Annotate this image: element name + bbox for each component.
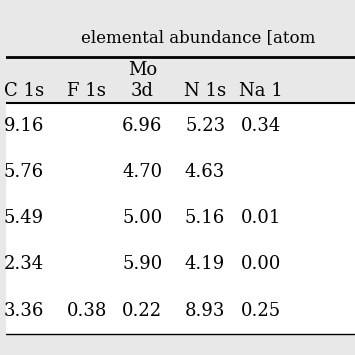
Text: 0.34: 0.34: [241, 117, 281, 135]
Text: 3.36: 3.36: [4, 302, 44, 320]
Text: C 1s: C 1s: [4, 82, 44, 100]
Text: 0.25: 0.25: [241, 302, 281, 320]
Text: 0.22: 0.22: [122, 302, 163, 320]
Text: 5.00: 5.00: [122, 209, 163, 227]
FancyBboxPatch shape: [6, 21, 355, 57]
FancyBboxPatch shape: [6, 57, 355, 103]
Text: 0.38: 0.38: [66, 302, 107, 320]
FancyBboxPatch shape: [6, 241, 355, 288]
Text: 3d: 3d: [131, 82, 154, 100]
Text: 5.23: 5.23: [185, 117, 225, 135]
FancyBboxPatch shape: [6, 103, 355, 149]
Text: 4.19: 4.19: [185, 256, 225, 273]
Text: 6.96: 6.96: [122, 117, 163, 135]
FancyBboxPatch shape: [6, 288, 355, 334]
FancyBboxPatch shape: [6, 21, 355, 334]
Text: 9.16: 9.16: [4, 117, 44, 135]
Text: N 1s: N 1s: [184, 82, 226, 100]
Text: 5.16: 5.16: [185, 209, 225, 227]
Text: 5.90: 5.90: [122, 256, 163, 273]
Text: Na 1: Na 1: [239, 82, 283, 100]
Text: 0.00: 0.00: [241, 256, 281, 273]
FancyBboxPatch shape: [6, 195, 355, 241]
Text: 5.49: 5.49: [4, 209, 44, 227]
Text: F 1s: F 1s: [67, 82, 106, 100]
Text: 4.70: 4.70: [122, 163, 163, 181]
Text: 4.63: 4.63: [185, 163, 225, 181]
FancyBboxPatch shape: [6, 149, 355, 195]
Text: 8.93: 8.93: [185, 302, 225, 320]
Text: 5.76: 5.76: [4, 163, 44, 181]
Text: 2.34: 2.34: [4, 256, 44, 273]
Text: elemental abundance [atom: elemental abundance [atom: [81, 29, 315, 46]
Text: 0.01: 0.01: [241, 209, 281, 227]
Text: Mo: Mo: [128, 61, 157, 79]
